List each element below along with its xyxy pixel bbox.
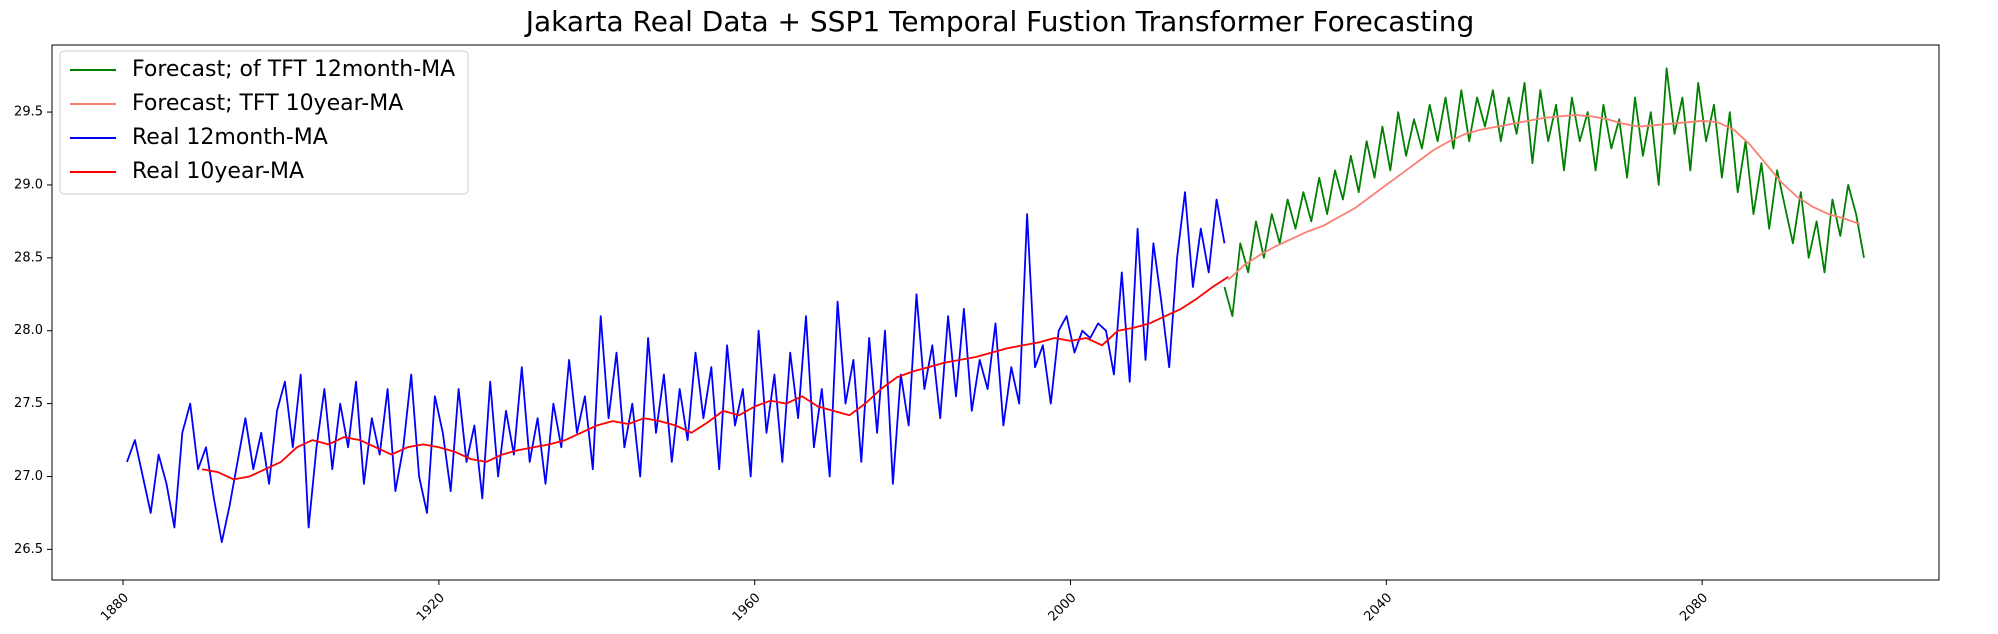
y-tick-label: 26.5 [14, 542, 43, 557]
y-tick-label: 27.0 [14, 469, 43, 484]
y-tick-label: 28.5 [14, 250, 43, 265]
series-line-1 [1227, 114, 1861, 281]
y-axis: 26.5 27.0 27.5 28.0 28.5 29.0 29.5 [14, 105, 52, 557]
legend-label-0: Forecast; of TFT 12month-MA [132, 57, 455, 82]
chart-title: Jakarta Real Data + SSP1 Temporal Fustio… [524, 5, 1475, 38]
series-line-0 [1223, 67, 1865, 317]
legend-label-3: Real 10year-MA [132, 159, 304, 184]
legend-label-2: Real 12month-MA [132, 125, 328, 150]
y-tick-label: 29.0 [14, 177, 43, 192]
y-tick-label: 28.0 [14, 323, 43, 338]
series-line-3 [201, 276, 1229, 481]
legend: Forecast; of TFT 12month-MA Forecast; TFT… [59, 50, 469, 195]
series-layer [126, 67, 1865, 543]
y-tick-label: 27.5 [14, 396, 43, 411]
legend-box [59, 50, 469, 195]
axes-frame [51, 44, 1940, 581]
y-tick-label: 29.5 [14, 105, 43, 120]
legend-label-1: Forecast; TFT 10year-MA [132, 91, 403, 116]
